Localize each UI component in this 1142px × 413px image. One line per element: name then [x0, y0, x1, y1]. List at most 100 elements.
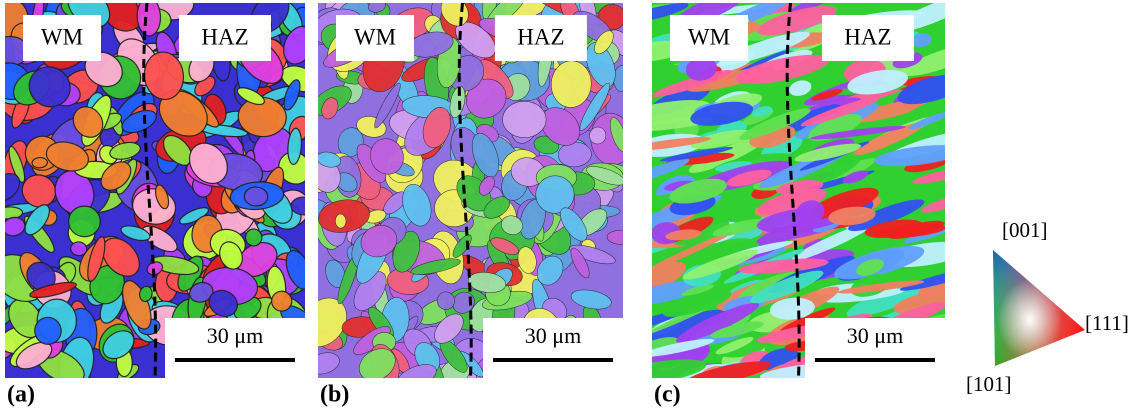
grain	[685, 56, 717, 81]
grain	[828, 206, 876, 226]
grain	[652, 41, 686, 62]
grain	[490, 237, 519, 255]
grain	[652, 158, 690, 182]
panel-label: (a)	[7, 382, 35, 408]
grain	[809, 187, 879, 219]
grain	[589, 126, 607, 145]
grain	[751, 106, 773, 117]
grain	[808, 113, 862, 141]
region-label: WM	[354, 24, 396, 49]
grain	[669, 178, 727, 204]
grain	[715, 336, 754, 355]
grain	[502, 101, 547, 138]
grain	[675, 302, 759, 343]
grain	[467, 272, 507, 293]
grain	[736, 54, 829, 85]
grain	[652, 338, 715, 357]
grain	[652, 69, 733, 97]
grain	[737, 258, 829, 274]
scale-bar-box	[165, 318, 305, 378]
grain	[681, 284, 714, 296]
grain	[848, 98, 932, 123]
grain	[570, 289, 612, 310]
grain	[8, 145, 26, 184]
grain	[856, 258, 884, 276]
grain	[321, 97, 339, 120]
grain	[536, 255, 564, 286]
grain	[739, 108, 811, 140]
grain	[410, 258, 461, 275]
grain	[756, 6, 837, 36]
grain	[15, 341, 53, 370]
grain	[154, 184, 170, 210]
scale-bar-box	[805, 318, 945, 378]
fusion-boundary	[785, 2, 801, 379]
region-label: WM	[688, 24, 730, 49]
grain	[726, 169, 772, 187]
grain	[715, 161, 753, 172]
grain	[606, 229, 623, 245]
grain	[21, 174, 57, 208]
grain	[712, 218, 766, 237]
grain	[102, 330, 135, 360]
fusion-boundary	[457, 2, 473, 379]
grain	[540, 107, 581, 146]
grain	[121, 109, 157, 134]
grain	[899, 265, 945, 291]
grain	[652, 100, 711, 128]
grain	[471, 132, 500, 178]
grain	[359, 348, 396, 378]
region-box	[336, 15, 414, 61]
grain	[912, 167, 945, 184]
grain	[901, 43, 945, 76]
grain	[188, 142, 228, 185]
grain	[665, 229, 702, 241]
grain	[374, 82, 401, 129]
grain	[109, 141, 141, 160]
grain	[874, 145, 945, 167]
grain	[789, 80, 812, 96]
grain	[800, 96, 881, 127]
grain	[67, 205, 101, 238]
grain	[579, 82, 611, 131]
grain	[287, 127, 303, 166]
grain	[682, 249, 759, 280]
ebsd-map	[5, 3, 305, 378]
grain	[318, 151, 341, 168]
legend-right: [111]	[1085, 311, 1129, 335]
grain	[893, 288, 945, 314]
grain	[586, 166, 623, 186]
grain	[652, 231, 733, 272]
region-box	[23, 15, 101, 61]
grain	[31, 156, 49, 169]
region-label: HAZ	[844, 24, 891, 49]
grain	[120, 225, 151, 242]
legend-top: [001]	[1002, 218, 1048, 242]
grain	[921, 195, 945, 213]
region-box	[821, 15, 914, 61]
grain	[594, 30, 614, 55]
region-box	[670, 15, 748, 61]
grain	[396, 364, 437, 378]
grain	[360, 225, 398, 258]
grain	[911, 33, 932, 48]
grain	[761, 135, 803, 160]
region-label: WM	[41, 24, 83, 49]
grain	[690, 129, 753, 149]
panel-label: (b)	[320, 382, 349, 408]
grain	[789, 3, 835, 13]
grain	[652, 261, 686, 299]
grain	[652, 280, 703, 305]
grain	[402, 184, 432, 227]
grain	[662, 290, 732, 317]
grain	[335, 213, 347, 229]
legend-white	[993, 250, 1085, 366]
fusion-boundary	[142, 2, 158, 379]
grain	[535, 175, 575, 214]
scale-bar-label: 30 μm	[207, 323, 263, 348]
grain	[664, 180, 695, 191]
grain	[87, 236, 106, 282]
grain	[842, 170, 869, 184]
grain	[285, 249, 305, 290]
region-label: HAZ	[201, 24, 248, 49]
